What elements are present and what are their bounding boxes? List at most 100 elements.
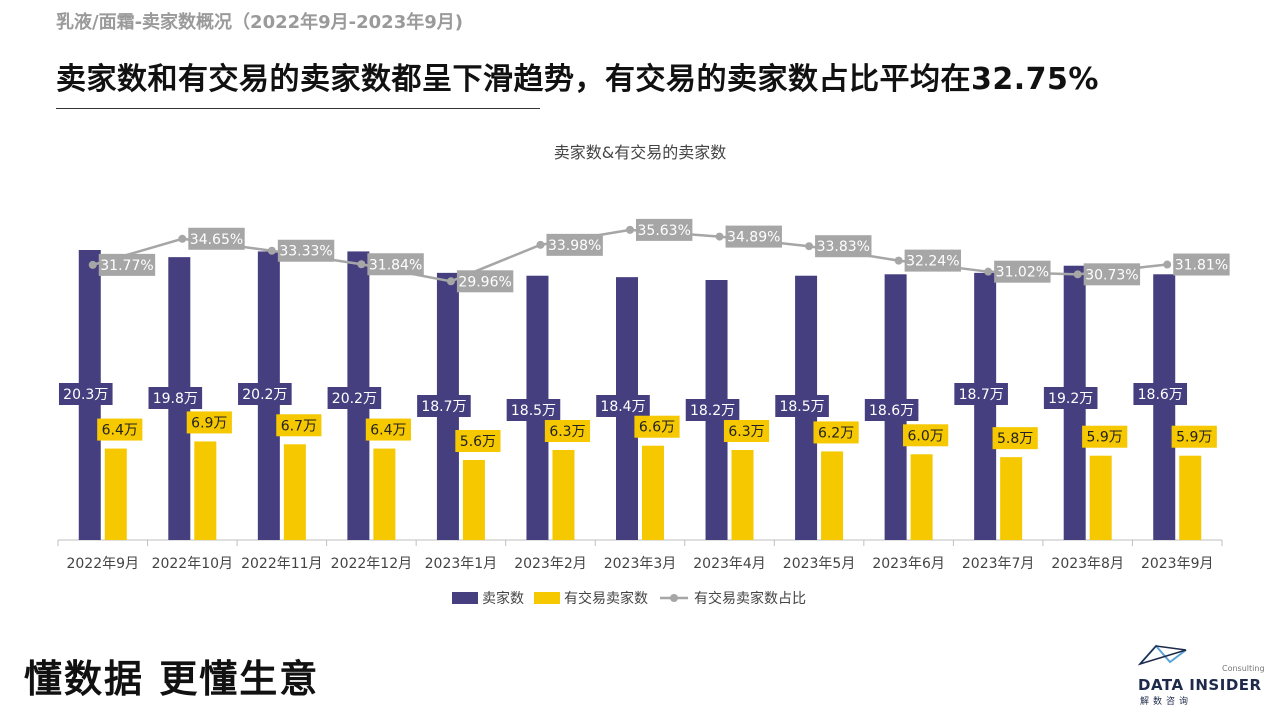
brand-logo: Consulting DATA INSIDER 解数咨询	[1134, 638, 1265, 708]
trading-value-label: 5.9万	[1176, 430, 1212, 446]
seller-value-label: 18.7万	[959, 387, 1004, 403]
ratio-label-bg	[815, 235, 872, 258]
ratio-label-bg	[456, 270, 514, 293]
x-tick-label: 2023年5月	[783, 556, 856, 572]
trading-label-bg	[544, 420, 591, 442]
ratio-value-label: 33.33%	[279, 244, 332, 260]
ratio-label-bg	[725, 225, 782, 248]
trading-bar	[1000, 457, 1023, 540]
ratio-point	[446, 277, 455, 286]
seller-value-label: 20.2万	[242, 387, 287, 403]
legend-swatch-sellers	[452, 592, 478, 604]
trading-value-label: 6.3万	[549, 424, 585, 440]
trading-label-bg	[365, 418, 411, 441]
seller-label-bg	[148, 387, 203, 409]
x-tick-label: 2022年10月	[152, 556, 233, 572]
ratio-label-bg	[277, 239, 335, 262]
x-tick-label: 2023年2月	[514, 556, 587, 572]
x-tick-label: 2023年6月	[872, 556, 945, 572]
seller-value-label: 19.8万	[153, 391, 198, 407]
seller-label-bg	[864, 399, 919, 421]
trading-label-bg	[455, 430, 501, 452]
ratio-label-bg	[367, 253, 424, 276]
legend-swatch-ratio-point	[670, 594, 678, 602]
ratio-point	[1163, 260, 1172, 269]
ratio-value-label: 32.24%	[906, 254, 959, 270]
trading-bar	[910, 454, 933, 540]
seller-bar	[1153, 274, 1176, 540]
seller-label-bg	[1043, 387, 1098, 409]
seller-label-bg	[417, 395, 471, 417]
ratio-label-bg	[994, 260, 1051, 283]
ratio-label-bg	[546, 233, 603, 256]
ratio-point	[1073, 270, 1082, 279]
ratio-value-label: 34.65%	[190, 232, 243, 248]
seller-label-bg	[327, 387, 382, 409]
trading-label-bg	[97, 418, 143, 441]
ratio-label-bg	[188, 227, 245, 250]
chart-title: 卖家数&有交易的卖家数	[554, 143, 726, 162]
ratio-point	[805, 242, 814, 251]
page-headline: 卖家数和有交易的卖家数都呈下滑趋势，有交易的卖家数占比平均在32.75%	[56, 62, 1099, 97]
logo-brand-text: DATA INSIDER	[1138, 676, 1262, 694]
ratio-value-label: 29.96%	[458, 274, 511, 290]
seller-label-bg	[685, 399, 740, 421]
trading-value-label: 6.6万	[639, 420, 675, 436]
trading-bar	[283, 444, 306, 540]
trading-bar	[104, 448, 127, 540]
ratio-value-label: 35.63%	[638, 223, 691, 239]
seller-value-label: 18.7万	[421, 399, 466, 415]
seller-bar	[974, 272, 997, 540]
ratio-point	[894, 256, 903, 265]
ratio-value-label: 34.89%	[727, 230, 780, 246]
trading-label-bg	[1082, 425, 1128, 448]
trading-label-bg	[276, 414, 322, 437]
trading-bar	[552, 450, 575, 540]
ratio-point	[178, 234, 187, 243]
seller-value-label: 18.5万	[511, 403, 556, 419]
trading-label-bg	[903, 424, 949, 447]
x-tick-label: 2022年12月	[331, 556, 412, 572]
trading-label-bg	[1171, 425, 1217, 448]
legend-label-trading: 有交易卖家数	[564, 590, 648, 607]
ratio-point	[626, 225, 634, 234]
legend-label-sellers: 卖家数	[482, 590, 524, 607]
trading-value-label: 6.3万	[728, 424, 764, 440]
trading-label-bg	[634, 415, 680, 438]
seller-label-bg	[1133, 383, 1188, 405]
ratio-value-label: 31.81%	[1175, 258, 1228, 274]
trading-bar	[373, 448, 396, 540]
legend-label-ratio: 有交易卖家数占比	[694, 590, 806, 607]
trading-value-label: 6.9万	[191, 415, 227, 431]
ratio-label-bg	[636, 218, 693, 241]
logo-mark-icon	[1137, 644, 1187, 666]
seller-label-bg	[506, 399, 561, 421]
x-tick-label: 2023年3月	[604, 556, 677, 572]
legend-swatch-trading	[534, 592, 560, 604]
x-tick-label: 2022年11月	[241, 556, 322, 572]
x-tick-label: 2023年9月	[1141, 556, 1214, 572]
seller-label-bg	[596, 395, 650, 417]
logo-brand-cn-text: 解数咨询	[1140, 697, 1193, 707]
seller-label-bg	[238, 383, 292, 405]
ratio-value-label: 31.84%	[369, 257, 422, 273]
trading-bar	[1089, 455, 1112, 540]
ratio-value-label: 31.77%	[100, 258, 153, 274]
x-tick-label: 2023年4月	[693, 556, 766, 572]
trading-bar	[821, 451, 844, 540]
seller-value-label: 20.2万	[332, 391, 377, 407]
seller-value-label: 18.5万	[779, 399, 824, 415]
trading-value-label: 5.8万	[997, 431, 1033, 447]
ratio-point	[267, 246, 276, 255]
ratio-value-label: 33.83%	[817, 239, 870, 255]
ratio-label-bg	[1173, 253, 1230, 276]
x-tick-label: 2023年8月	[1051, 556, 1124, 572]
trading-bar	[462, 460, 485, 540]
ratio-point	[357, 260, 366, 269]
trading-value-label: 5.9万	[1087, 430, 1123, 446]
ratio-value-label: 30.73%	[1085, 267, 1138, 283]
trading-bar	[642, 445, 664, 540]
ratio-label-bg	[1083, 263, 1141, 286]
